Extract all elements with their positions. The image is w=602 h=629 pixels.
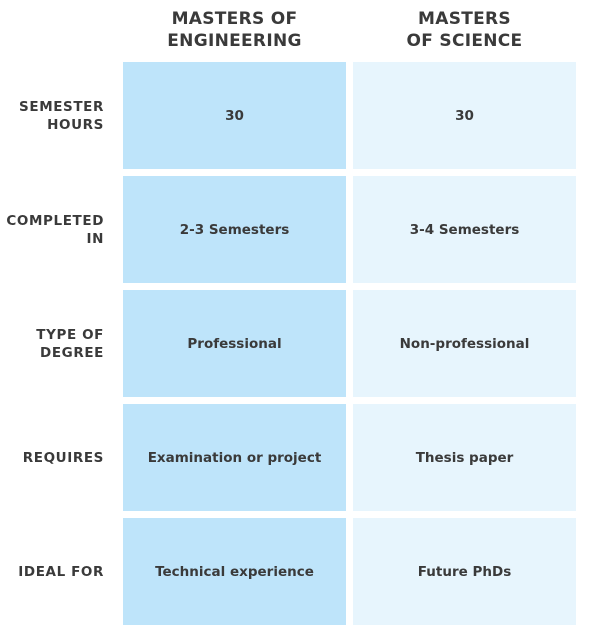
engineering-cell: Professional	[123, 290, 346, 397]
table-row-semester-hours: SEMESTER HOURS 30 30	[0, 62, 602, 169]
engineering-cell: Technical experience	[123, 518, 346, 625]
science-cell: Thesis paper	[353, 404, 576, 511]
row-label: REQUIRES	[22, 449, 104, 466]
science-cell: Future PhDs	[353, 518, 576, 625]
row-label: COMPLETED IN	[6, 212, 104, 247]
row-label: SEMESTER HOURS	[19, 98, 104, 133]
engineering-cell: 30	[123, 62, 346, 169]
science-cell: 30	[353, 62, 576, 169]
table-row-ideal-for: IDEAL FOR Technical experience Future Ph…	[0, 518, 602, 625]
engineering-cell: 2-3 Semesters	[123, 176, 346, 283]
science-cell: 3-4 Semesters	[353, 176, 576, 283]
engineering-cell: Examination or project	[123, 404, 346, 511]
column-header-engineering: MASTERS OF ENGINEERING	[167, 9, 302, 51]
table-row-type-of-degree: TYPE OF DEGREE Professional Non-professi…	[0, 290, 602, 397]
row-label: TYPE OF DEGREE	[36, 326, 104, 361]
table-row-requires: REQUIRES Examination or project Thesis p…	[0, 404, 602, 511]
table-row-completed-in: COMPLETED IN 2-3 Semesters 3-4 Semesters	[0, 176, 602, 283]
row-label: IDEAL FOR	[18, 563, 104, 580]
science-cell: Non-professional	[353, 290, 576, 397]
column-header-science: MASTERS OF SCIENCE	[406, 9, 523, 51]
